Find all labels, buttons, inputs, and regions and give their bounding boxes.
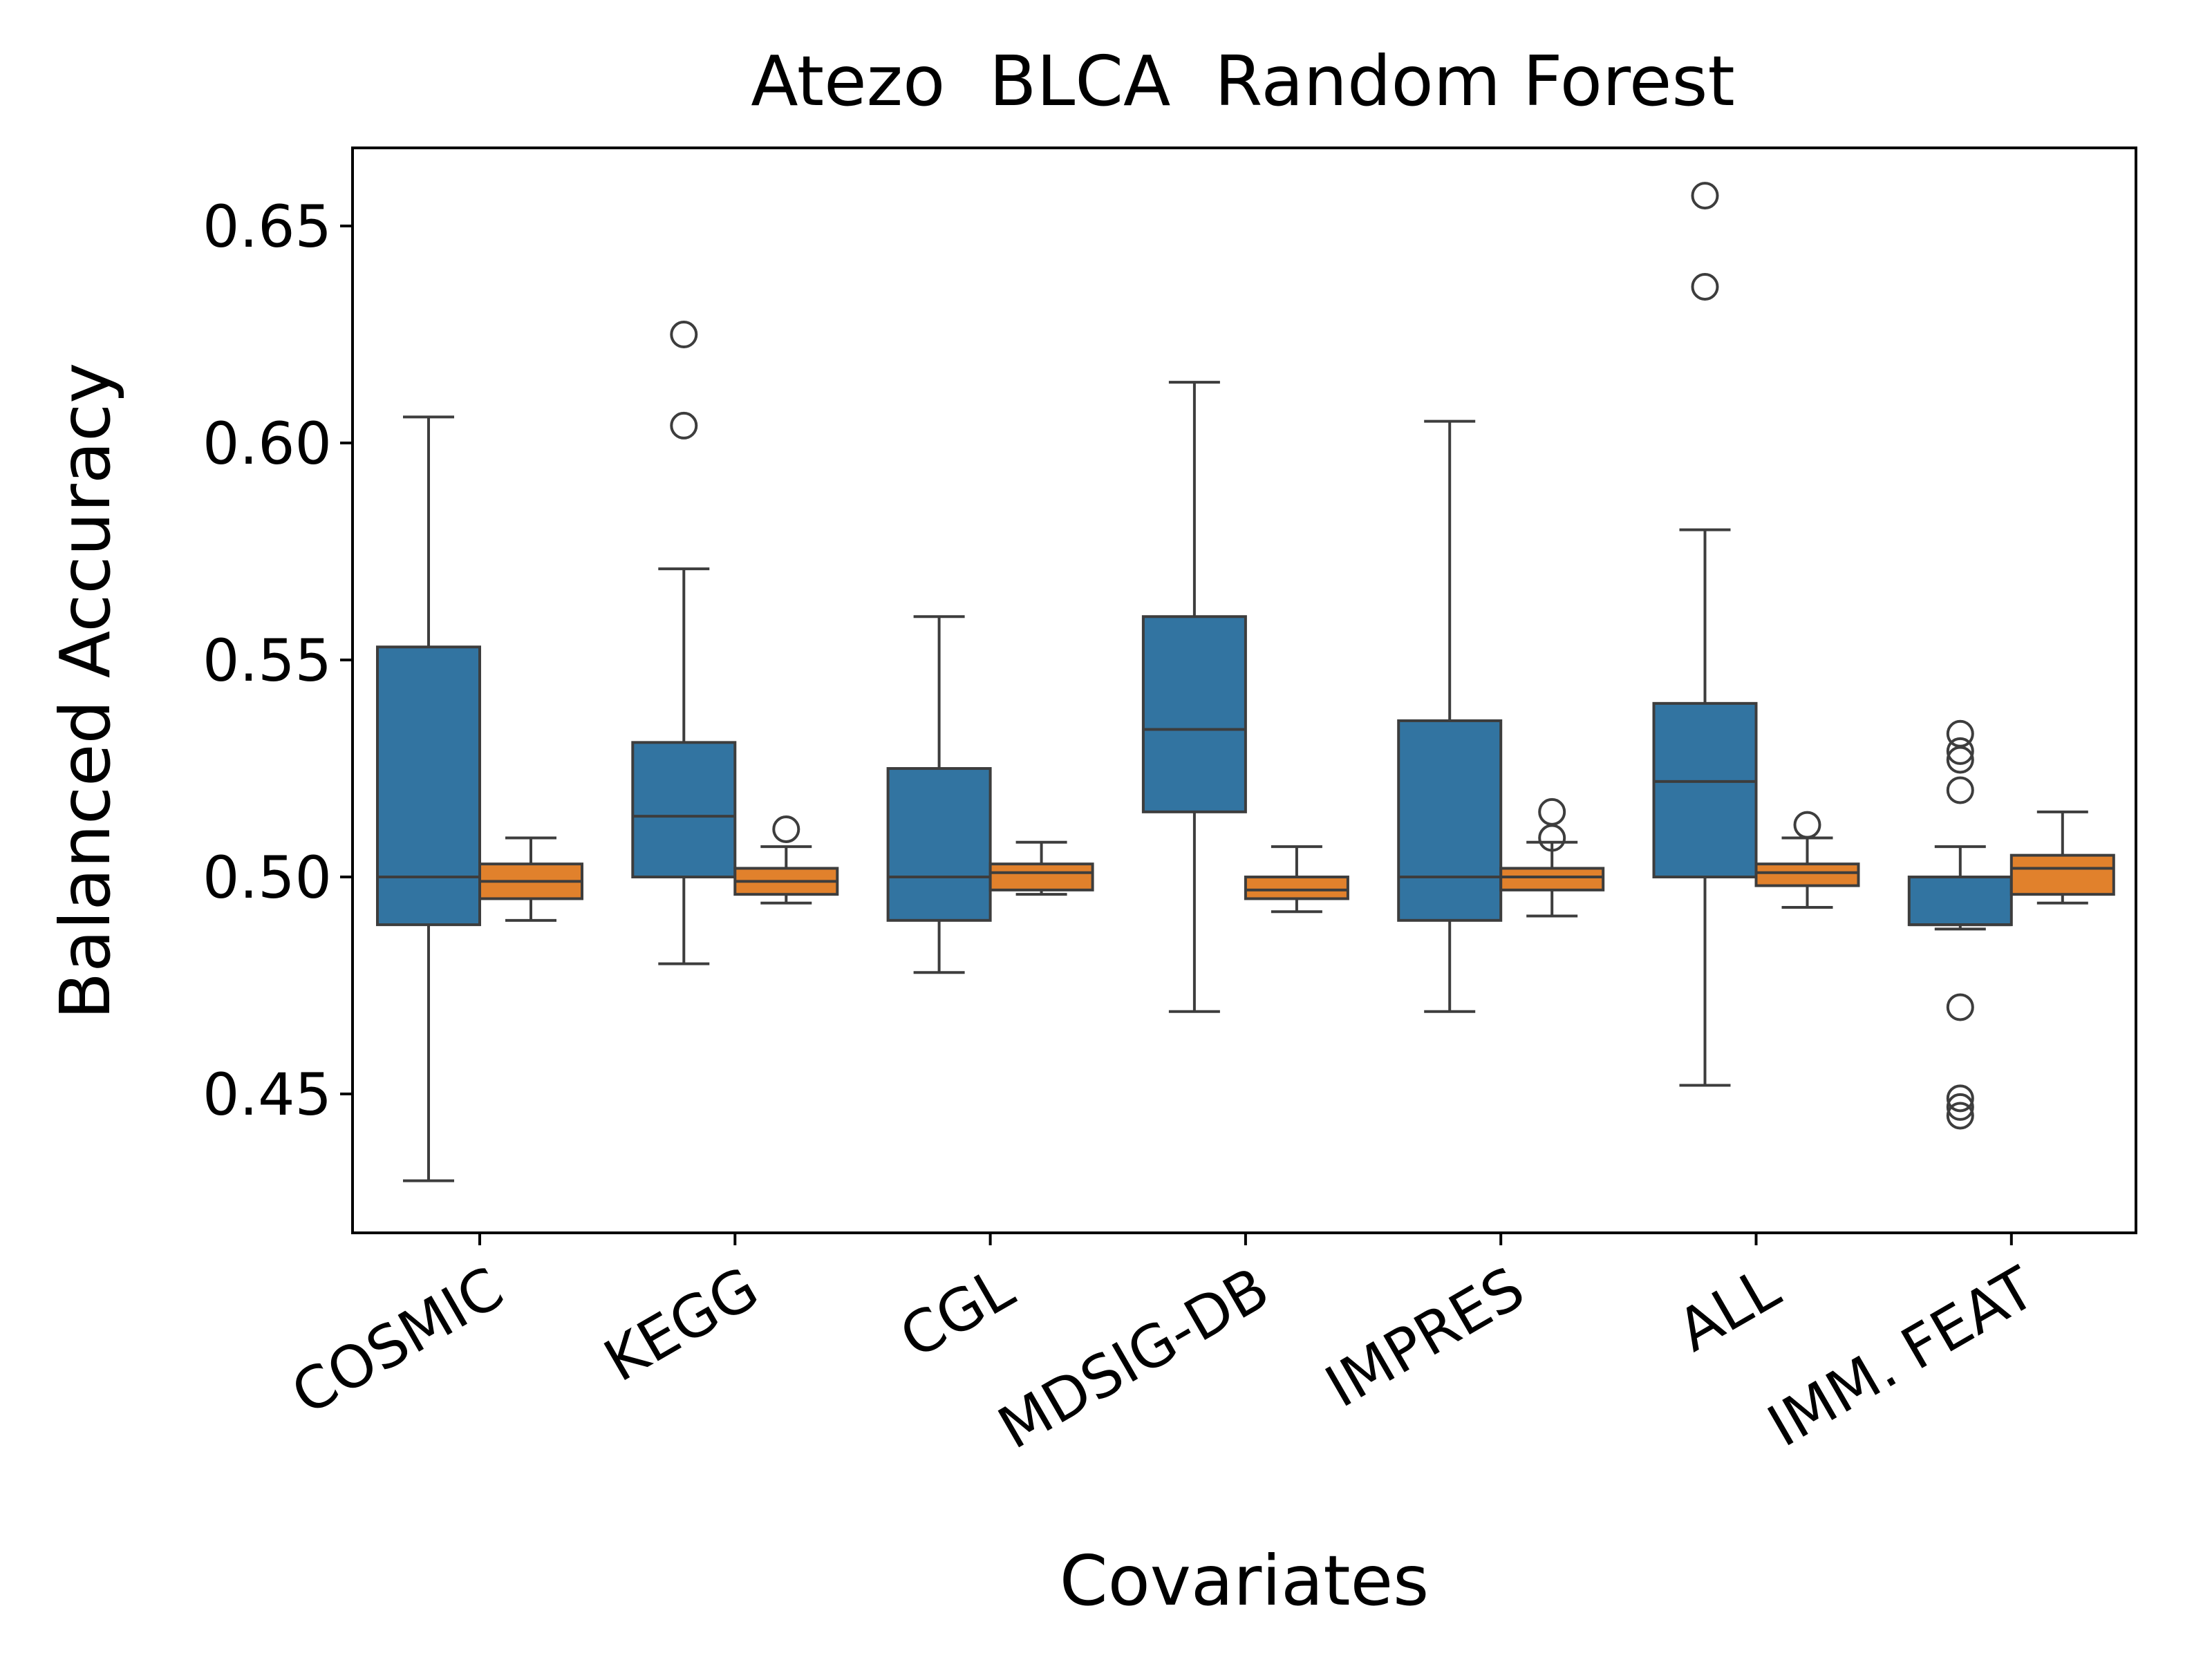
box-iqr	[2009, 853, 2115, 896]
box-iqr	[1754, 862, 1860, 887]
box-group-cgl-series-1	[988, 840, 1094, 896]
box-iqr	[1499, 867, 1605, 891]
chart-title: Atezo BLCA Random Forest	[751, 41, 1734, 122]
y-axis: 0.45 0.50 0.55 0.60 0.65	[203, 193, 353, 1129]
box-group-cgl-series-0	[886, 615, 992, 974]
y-tick-label: 0.65	[203, 193, 332, 261]
box-iqr	[1397, 719, 1503, 922]
box-group-kegg-series-0	[631, 321, 737, 965]
outlier-point	[1691, 272, 1719, 301]
x-axis-label: Covariates	[1060, 1540, 1429, 1621]
box-group-all-series-0	[1652, 182, 1758, 1087]
box-group-mdsig-db-series-0	[1141, 381, 1247, 1013]
box-group-imm-feat-series-0	[1907, 719, 2013, 1130]
box-group-cosmic-series-1	[478, 836, 583, 922]
box-iqr	[1907, 876, 2013, 927]
outlier-point	[1946, 993, 1974, 1021]
plot-area	[376, 182, 2115, 1182]
box-iqr	[988, 862, 1094, 891]
outlier-point	[1691, 182, 1719, 210]
box-iqr	[376, 645, 481, 927]
y-tick-label: 0.60	[203, 410, 332, 478]
box-group-kegg-series-1	[733, 815, 839, 905]
box-group-cosmic-series-0	[376, 415, 481, 1182]
outlier-point	[1946, 1102, 1974, 1130]
outlier-point	[1946, 737, 1974, 765]
box-group-all-series-1	[1754, 811, 1860, 909]
box-group-impres-series-0	[1397, 419, 1503, 1013]
box-iqr	[1652, 701, 1758, 879]
outlier-point	[1946, 776, 1974, 804]
outlier-point	[1946, 1093, 1974, 1121]
outlier-point	[772, 815, 800, 843]
outlier-point	[670, 321, 698, 349]
box-iqr	[631, 741, 737, 879]
y-axis-label: Balanced Accuracy	[45, 363, 126, 1020]
box-iqr	[1141, 615, 1247, 813]
box-iqr	[1244, 876, 1349, 900]
outlier-point	[670, 411, 698, 440]
y-tick-label: 0.45	[203, 1061, 332, 1129]
outlier-point	[1946, 1084, 1974, 1113]
box-group-imm-feat-series-1	[2009, 810, 2115, 905]
y-tick-label: 0.50	[203, 844, 332, 912]
outlier-point	[1946, 746, 1974, 774]
box-group-impres-series-1	[1499, 797, 1605, 918]
box-iqr	[886, 767, 992, 922]
outlier-point	[1538, 797, 1566, 826]
y-tick-label: 0.55	[203, 627, 332, 695]
outlier-point	[1793, 811, 1821, 839]
box-group-mdsig-db-series-1	[1244, 845, 1349, 914]
